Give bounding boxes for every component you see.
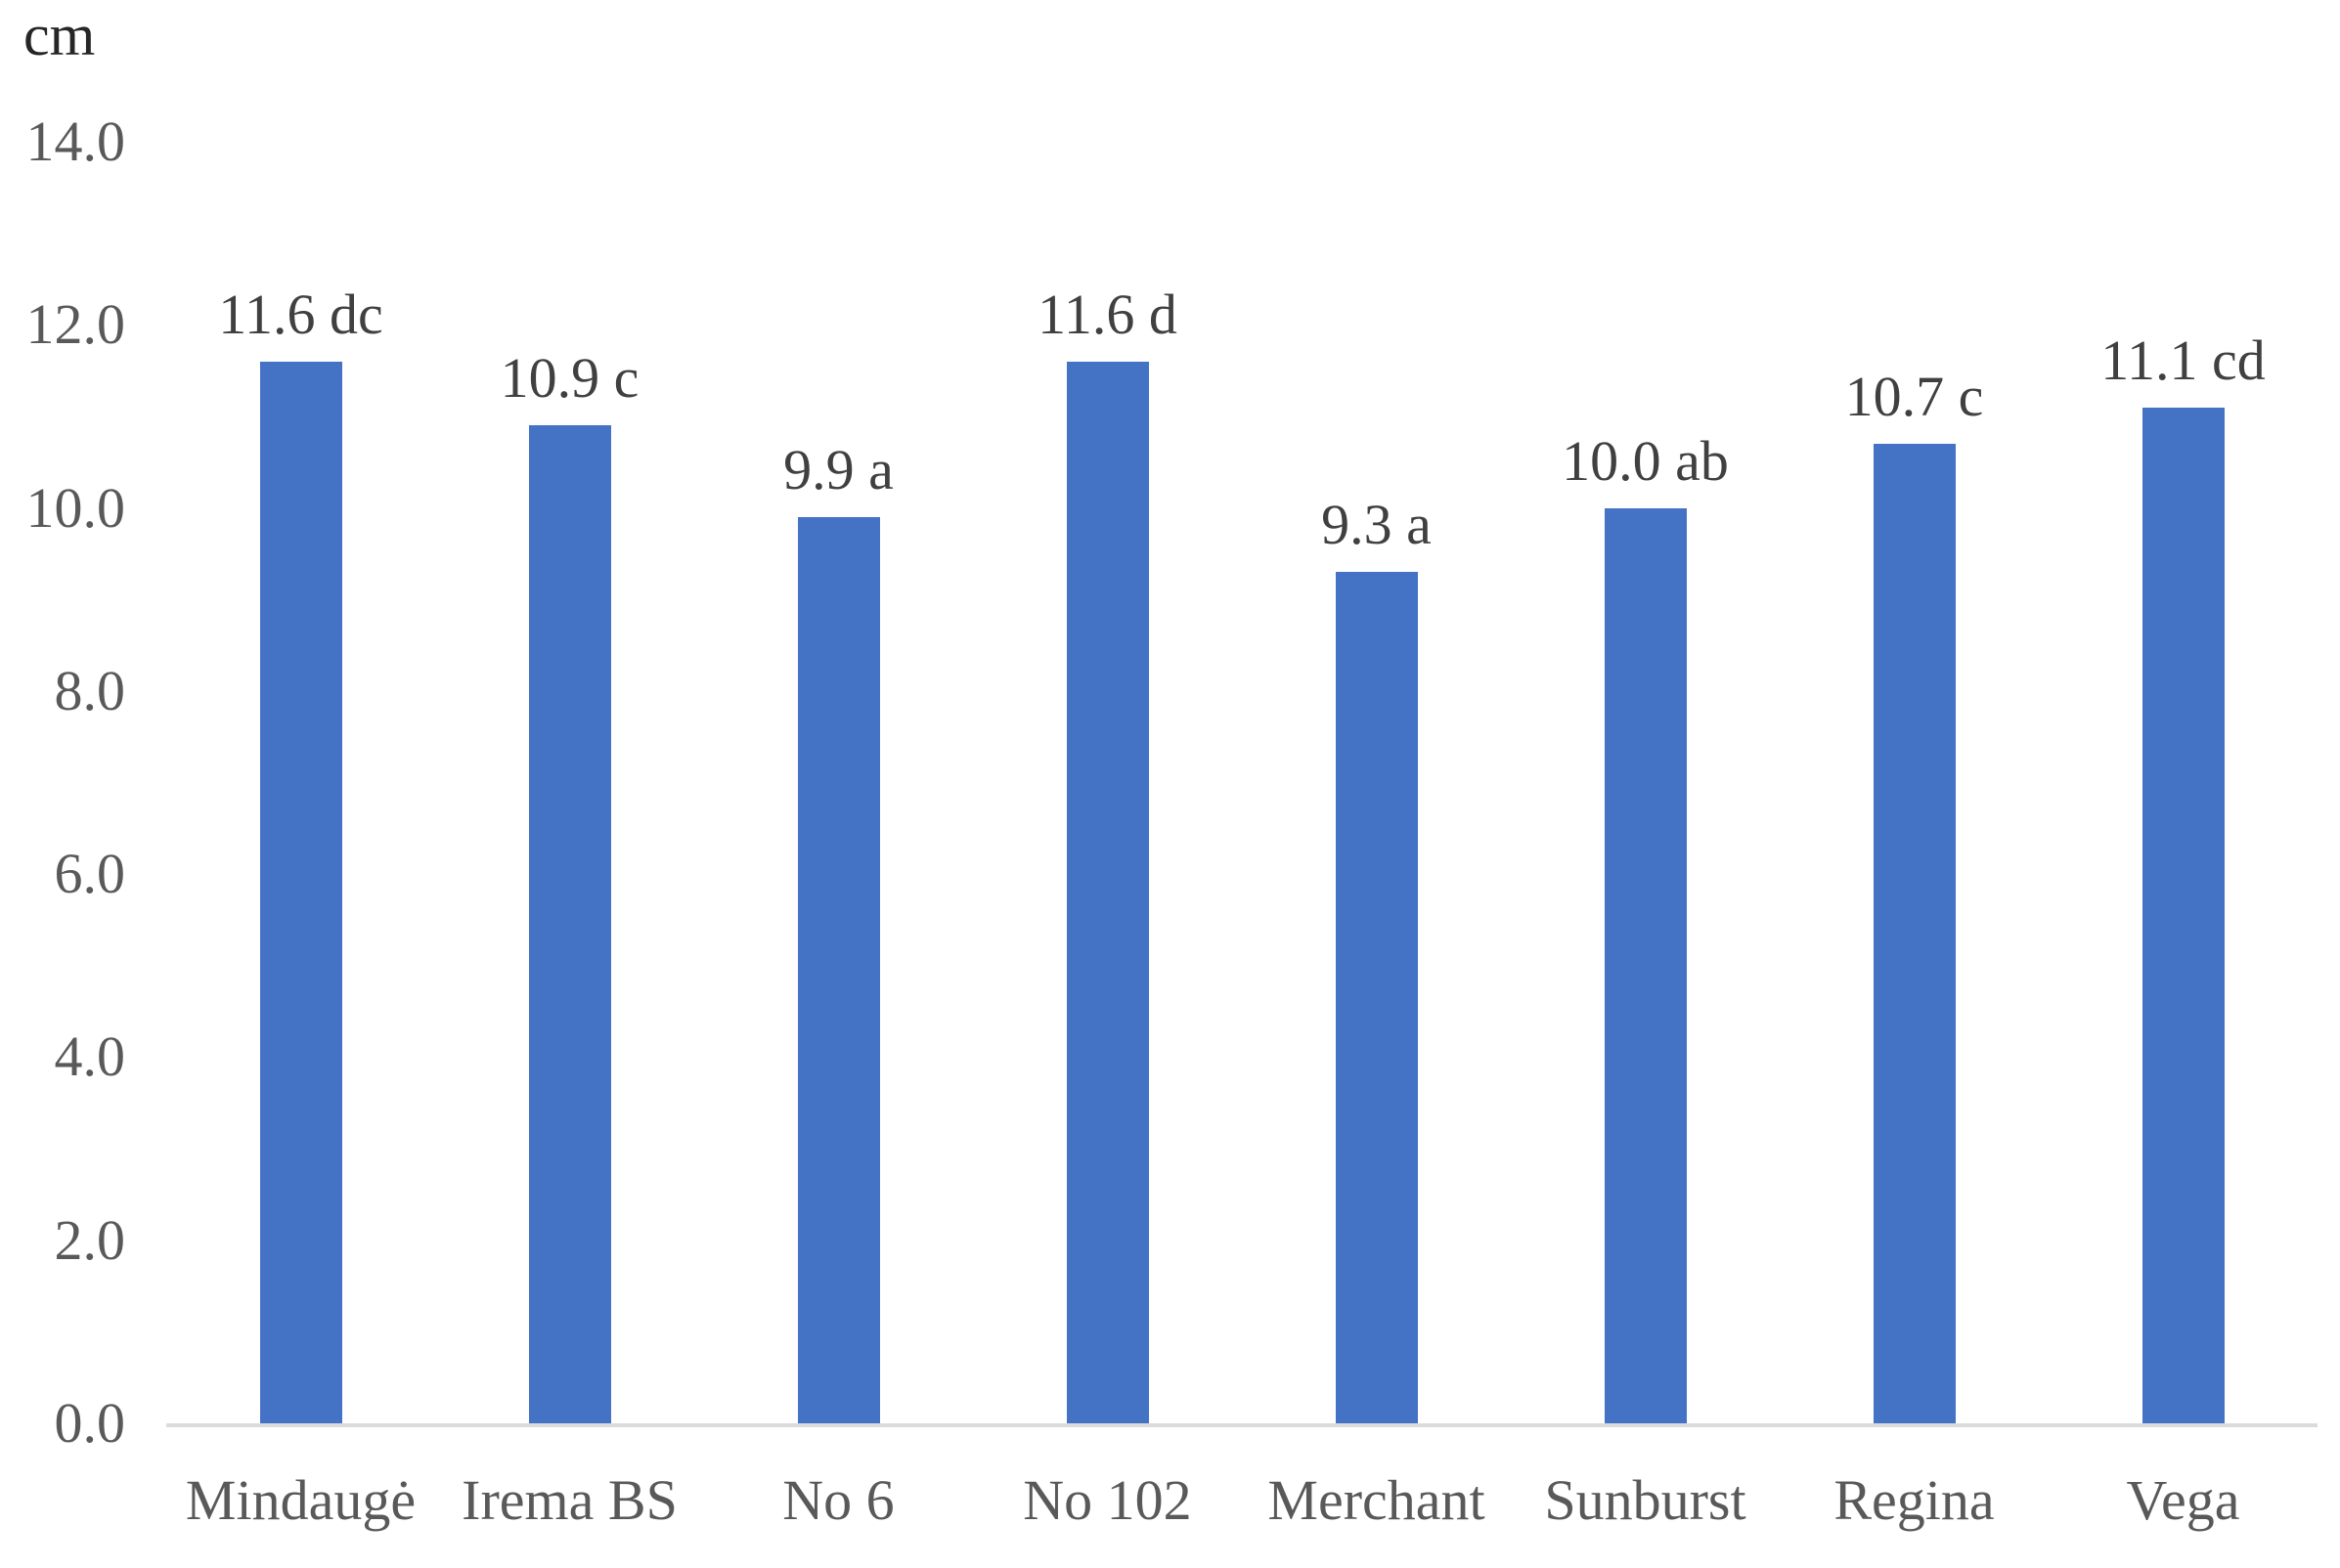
bar xyxy=(259,361,342,1423)
y-axis-tick-label: 8.0 xyxy=(54,658,126,722)
y-axis-tick-label: 14.0 xyxy=(25,109,126,173)
x-axis-category-label: No 6 xyxy=(782,1468,895,1532)
x-axis-category-label: Vega xyxy=(2126,1468,2240,1532)
category-slot: 10.7 c xyxy=(1780,142,2049,1423)
category-slot: 11.6 d xyxy=(973,142,1242,1423)
y-axis-tick-label: 2.0 xyxy=(54,1207,126,1272)
bar xyxy=(528,425,611,1423)
category-slot: 11.1 cd xyxy=(2049,142,2318,1423)
y-axis-tick-label: 0.0 xyxy=(54,1391,126,1455)
bar xyxy=(797,516,880,1423)
x-axis-category-label: Sunburst xyxy=(1544,1468,1746,1532)
bar-value-label: 10.9 c xyxy=(500,346,640,411)
bar xyxy=(2141,407,2225,1423)
bar xyxy=(1066,361,1149,1423)
bar-value-label: 9.3 a xyxy=(1321,493,1432,557)
category-slot: 9.3 a xyxy=(1242,142,1511,1423)
category-slot: 10.0 ab xyxy=(1511,142,1780,1423)
bar-value-label: 11.1 cd xyxy=(2100,327,2266,392)
bar xyxy=(1604,507,1687,1423)
category-slot: 10.9 c xyxy=(435,142,704,1423)
bar-value-label: 11.6 d xyxy=(1038,282,1177,346)
y-axis-unit-label: cm xyxy=(23,3,96,67)
bar-value-label: 10.0 ab xyxy=(1562,428,1729,493)
x-axis-category-label: Regina xyxy=(1833,1468,1995,1532)
x-axis-category-label: Merchant xyxy=(1267,1468,1485,1532)
x-axis-category-labels: Mindaugė Irema BS No 6 No 102 Merchant Sunbur… xyxy=(166,1468,2318,1533)
y-axis-tick-label: 10.0 xyxy=(25,475,126,540)
x-axis-category-label: No 102 xyxy=(1023,1468,1192,1532)
x-axis-category-label: Mindaugė xyxy=(185,1468,417,1532)
plot-area: 11.6 dc 10.9 c 9.9 a 11.6 d 9.3 a 10.0 ab 10.7… xyxy=(166,142,2318,1427)
bar-value-label: 9.9 a xyxy=(783,437,894,501)
category-slot: 9.9 a xyxy=(704,142,973,1423)
category-slot: 11.6 dc xyxy=(166,142,435,1423)
bar-value-label: 10.7 c xyxy=(1844,365,1984,429)
bar xyxy=(1873,444,1956,1423)
y-axis-tick-label: 4.0 xyxy=(54,1024,126,1089)
bar-value-label: 11.6 dc xyxy=(218,282,383,346)
x-axis-category-label: Irema BS xyxy=(462,1468,678,1532)
y-axis-tick-label: 6.0 xyxy=(54,842,126,906)
y-axis-tick-label: 12.0 xyxy=(25,292,126,357)
bar xyxy=(1335,572,1418,1423)
